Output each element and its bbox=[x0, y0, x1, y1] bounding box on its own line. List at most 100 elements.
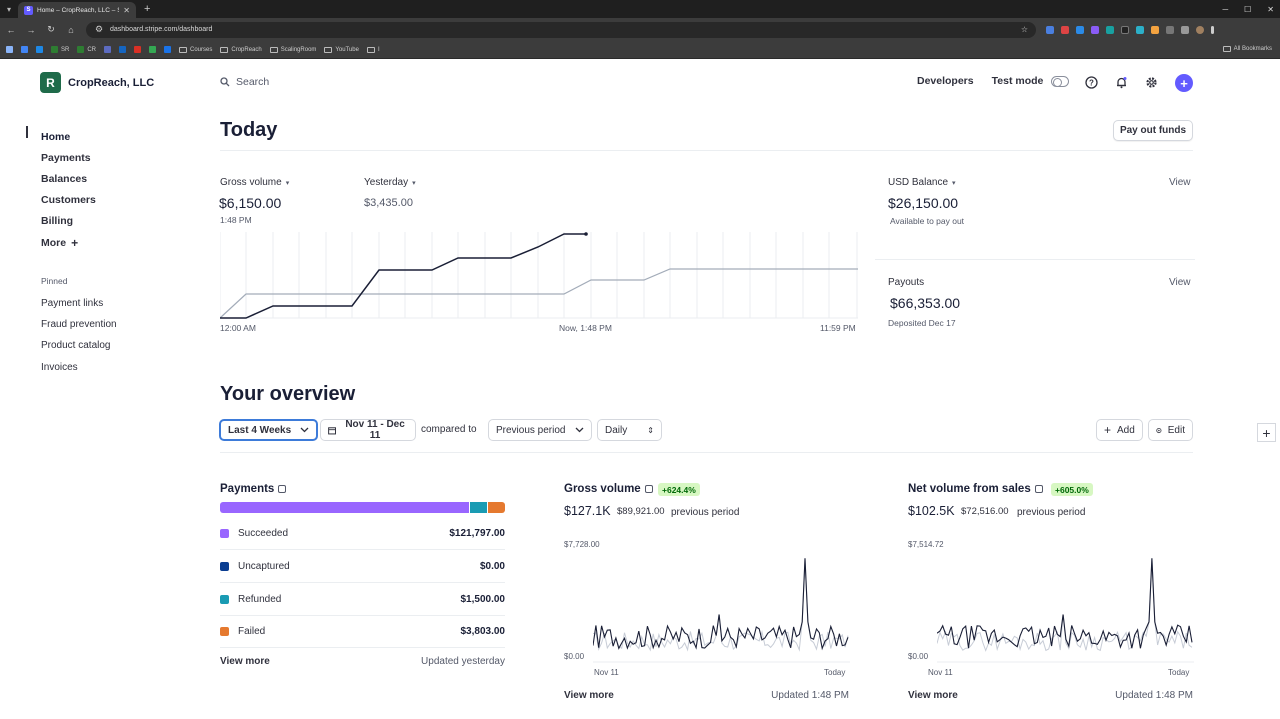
sidebar-item-more[interactable]: More + bbox=[41, 232, 96, 253]
info-icon[interactable] bbox=[644, 485, 653, 493]
info-icon[interactable] bbox=[1034, 485, 1043, 493]
extensions-puzzle-icon[interactable] bbox=[1166, 25, 1174, 34]
bookmark-folder-scalingroom[interactable]: ScalingRoom bbox=[269, 46, 316, 53]
pinned-item-fraud-prevention[interactable]: Fraud prevention bbox=[41, 319, 117, 331]
payments-row-refunded[interactable]: Refunded $1,500.00 bbox=[220, 584, 505, 616]
net-volume-updated: Updated 1:48 PM bbox=[1115, 690, 1193, 701]
bookmark-star-icon[interactable]: ☆ bbox=[1020, 25, 1028, 34]
payments-row-failed[interactable]: Failed $3,803.00 bbox=[220, 616, 505, 648]
extension-icon[interactable] bbox=[1091, 25, 1099, 34]
info-icon[interactable] bbox=[278, 485, 287, 493]
extension-icon[interactable] bbox=[1046, 25, 1054, 34]
payments-row-uncaptured[interactable]: Uncaptured $0.00 bbox=[220, 551, 505, 583]
bookmark-item[interactable] bbox=[36, 46, 43, 53]
developers-link[interactable]: Developers bbox=[917, 75, 974, 87]
add-widget-side-button[interactable]: + bbox=[1257, 423, 1276, 442]
bookmark-item[interactable]: SR bbox=[51, 46, 69, 53]
reload-icon[interactable]: ↻ bbox=[47, 24, 55, 34]
extension-icon[interactable] bbox=[1121, 25, 1129, 34]
folder-icon bbox=[220, 46, 229, 53]
payments-card-title[interactable]: Payments bbox=[220, 483, 287, 495]
new-tab-icon[interactable]: + bbox=[144, 3, 151, 15]
forward-icon[interactable]: → bbox=[26, 24, 36, 35]
url-bar[interactable]: ⚙ dashboard.stripe.com/dashboard ☆ bbox=[86, 21, 1036, 38]
pinned-item-product-catalog[interactable]: Product catalog bbox=[41, 340, 111, 352]
sidebar-item-home[interactable]: Home bbox=[41, 130, 71, 143]
bookmark-apps[interactable] bbox=[6, 46, 13, 53]
bookmark-item[interactable] bbox=[149, 46, 157, 53]
pinned-section: Pinned Payment links Fraud prevention Pr… bbox=[41, 276, 117, 378]
extension-icon[interactable] bbox=[1076, 25, 1084, 34]
payments-updated: Updated yesterday bbox=[421, 656, 505, 667]
payments-row-succeeded[interactable]: Succeeded $121,797.00 bbox=[220, 518, 505, 550]
gmail-icon bbox=[134, 46, 142, 53]
bookmark-folder-courses[interactable]: Courses bbox=[179, 46, 212, 53]
sidebar-item-more-label: More bbox=[41, 236, 67, 249]
test-mode-toggle[interactable] bbox=[1051, 75, 1070, 87]
sidebar-item-balances[interactable]: Balances bbox=[41, 172, 88, 185]
extension-icon[interactable] bbox=[1151, 25, 1159, 34]
notifications-button[interactable] bbox=[1113, 74, 1129, 90]
payouts-view-link[interactable]: View bbox=[1169, 277, 1191, 288]
pinned-item-payment-links[interactable]: Payment links bbox=[41, 298, 104, 310]
window-close-icon[interactable]: ✕ bbox=[1267, 4, 1274, 14]
tab-search-icon[interactable]: ▾ bbox=[6, 4, 11, 14]
extension-icon[interactable] bbox=[1136, 25, 1144, 34]
home-icon[interactable]: ⌂ bbox=[68, 24, 74, 35]
back-icon[interactable]: ← bbox=[6, 24, 16, 35]
gross-volume-updated: Updated 1:48 PM bbox=[771, 690, 849, 701]
tab-close-icon[interactable]: ✕ bbox=[123, 5, 130, 15]
create-button[interactable]: + bbox=[1175, 74, 1193, 92]
bookmark-item[interactable] bbox=[164, 46, 172, 53]
net-volume-card-title[interactable]: Net volume from sales bbox=[908, 483, 1043, 495]
sidebar bbox=[0, 60, 190, 719]
yesterday-value: $3,435.00 bbox=[364, 197, 413, 209]
bookmark-item[interactable] bbox=[104, 46, 112, 53]
browser-menu-icon[interactable] bbox=[1211, 25, 1214, 34]
folder-icon bbox=[324, 46, 333, 53]
gross-volume-selector[interactable]: Gross volume ▾ bbox=[220, 177, 289, 188]
payments-view-more-link[interactable]: View more bbox=[220, 656, 270, 667]
yesterday-selector[interactable]: Yesterday ▾ bbox=[364, 177, 416, 188]
profile-avatar-icon[interactable] bbox=[1196, 25, 1204, 34]
minimize-icon[interactable]: ─ bbox=[1222, 4, 1229, 14]
browser-tab[interactable]: S Home – CropReach, LLC – Strip ✕ bbox=[18, 2, 136, 18]
gross-volume-card-title[interactable]: Gross volume bbox=[564, 483, 653, 495]
date-range-select[interactable]: Last 4 Weeks bbox=[219, 419, 318, 441]
plus-icon: + bbox=[1180, 75, 1188, 91]
bookmark-item[interactable]: CR bbox=[77, 46, 96, 53]
account-switcher[interactable]: R CropReach, LLC bbox=[40, 72, 154, 93]
extension-icon[interactable] bbox=[1106, 25, 1114, 34]
interval-select[interactable]: Daily ⇕ bbox=[597, 419, 662, 441]
site-info-icon[interactable]: ⚙ bbox=[94, 24, 104, 34]
usd-balance-selector[interactable]: USD Balance ▾ bbox=[888, 177, 956, 188]
net-volume-view-more-link[interactable]: View more bbox=[908, 690, 958, 701]
help-button[interactable]: ? bbox=[1083, 74, 1099, 90]
pinned-item-invoices[interactable]: Invoices bbox=[41, 361, 78, 373]
bookmark-item[interactable] bbox=[21, 46, 28, 53]
settings-button[interactable] bbox=[1143, 74, 1159, 90]
calendar-icon bbox=[328, 426, 337, 434]
maximize-icon[interactable]: ☐ bbox=[1244, 4, 1252, 14]
date-picker-button[interactable]: Nov 11 - Dec 11 bbox=[320, 419, 416, 441]
bookmark-item[interactable] bbox=[134, 46, 142, 53]
bookmark-folder-i[interactable]: I bbox=[366, 46, 380, 53]
all-bookmarks[interactable]: All Bookmarks bbox=[1222, 46, 1272, 52]
edit-overview-button[interactable]: Edit bbox=[1148, 419, 1193, 441]
x-axis-now: Now, 1:48 PM bbox=[559, 323, 612, 333]
pay-out-funds-button[interactable]: Pay out funds bbox=[1113, 120, 1193, 141]
folder-icon bbox=[179, 46, 188, 53]
bookmark-item[interactable] bbox=[119, 46, 127, 53]
add-chart-button[interactable]: + Add bbox=[1096, 419, 1143, 441]
sidebar-item-billing[interactable]: Billing bbox=[41, 215, 74, 228]
download-icon[interactable] bbox=[1181, 25, 1189, 34]
gross-volume-view-more-link[interactable]: View more bbox=[564, 690, 614, 701]
search-input[interactable]: Search bbox=[220, 76, 269, 88]
extension-icon[interactable] bbox=[1061, 25, 1069, 34]
sidebar-item-payments[interactable]: Payments bbox=[41, 151, 91, 164]
bookmark-folder-youtube[interactable]: YouTube bbox=[324, 46, 359, 53]
sidebar-item-customers[interactable]: Customers bbox=[41, 194, 96, 207]
balance-view-link[interactable]: View bbox=[1169, 177, 1191, 188]
bookmark-folder-cropreach[interactable]: CropReach bbox=[220, 46, 262, 53]
comparison-select[interactable]: Previous period bbox=[488, 419, 592, 441]
